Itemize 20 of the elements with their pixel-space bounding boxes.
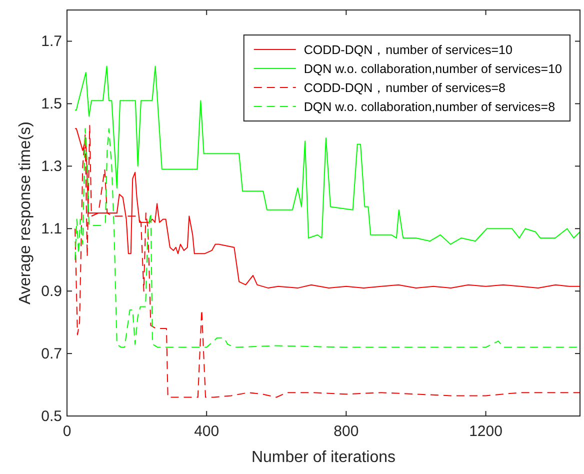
y-tick-label: 1.3 bbox=[41, 158, 62, 176]
line-series bbox=[74, 66, 580, 245]
x-tick-label: 0 bbox=[62, 423, 72, 440]
legend-label: CODD-DQN，number of services=10 bbox=[304, 43, 512, 57]
x-tick-label: 400 bbox=[194, 423, 220, 440]
x-axis-title: Number of iterations bbox=[251, 449, 396, 466]
legend-label: CODD-DQN，number of services=8 bbox=[304, 81, 506, 95]
y-tick-label: 0.7 bbox=[41, 346, 62, 363]
y-tick-label: 0.5 bbox=[41, 408, 62, 425]
y-axis-title: Average response time(s) bbox=[17, 122, 34, 304]
line-series bbox=[74, 125, 580, 398]
x-tick-label: 1200 bbox=[469, 423, 502, 440]
line-series bbox=[74, 128, 580, 348]
legend-label: DQN w.o. collaboration,number of services=8 bbox=[304, 100, 556, 114]
y-tick-label: 1.1 bbox=[41, 220, 62, 238]
y-tick-label: 1.5 bbox=[41, 96, 62, 113]
legend-label: DQN w.o. collaboration,number of services=10 bbox=[304, 62, 562, 76]
x-tick-label: 800 bbox=[334, 423, 359, 440]
y-tick-label: 1.7 bbox=[41, 33, 62, 50]
y-tick-label: 0.9 bbox=[41, 283, 62, 300]
